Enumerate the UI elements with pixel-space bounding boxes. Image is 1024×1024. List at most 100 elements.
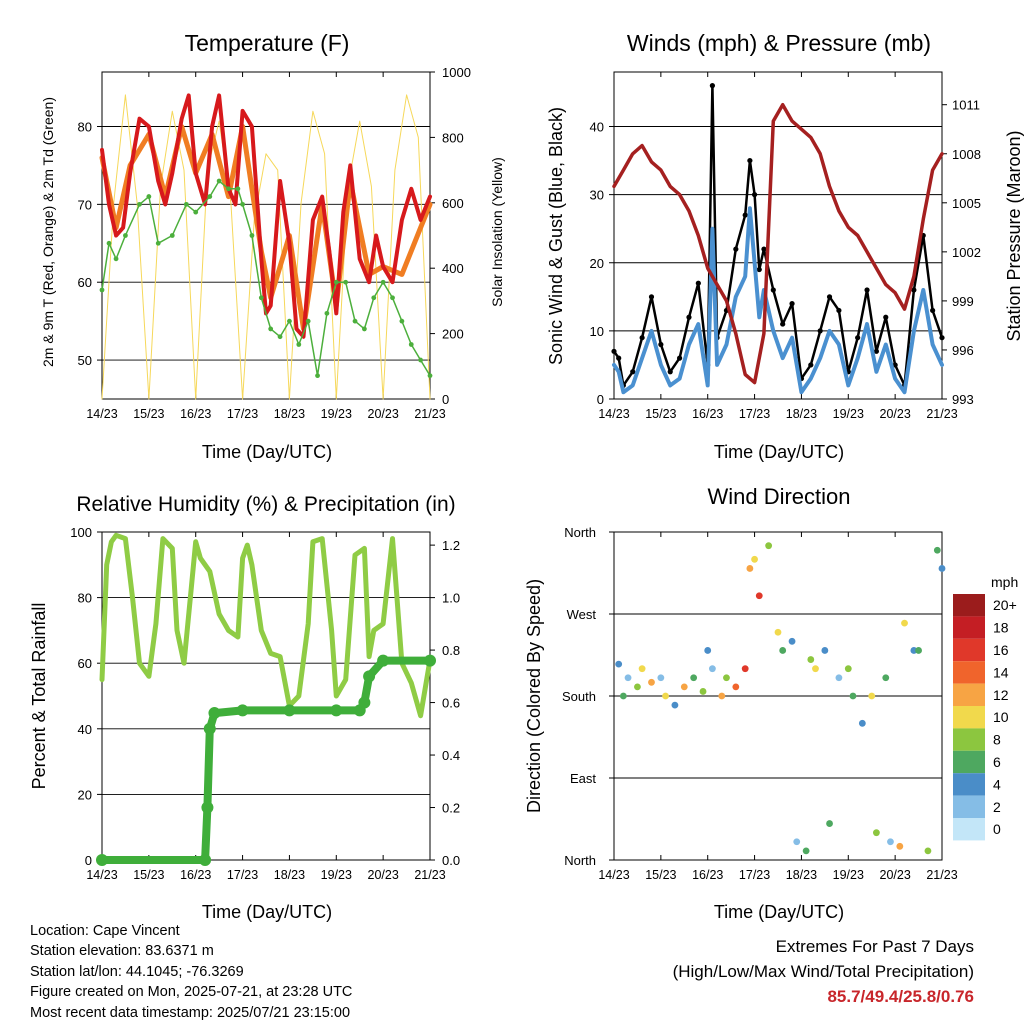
x-tick-label: 19/23 xyxy=(321,407,352,421)
colorbar-swatch xyxy=(953,616,985,639)
colorbar-label: 10 xyxy=(993,709,1009,725)
x-tick-label: 20/23 xyxy=(368,407,399,421)
colorbar-label: 4 xyxy=(993,776,1001,792)
x-tick-label: 14/23 xyxy=(598,407,629,421)
y-tick-label: 40 xyxy=(78,722,92,737)
y2-tick-label: 1000 xyxy=(442,65,471,80)
x-tick-label: 14/23 xyxy=(598,868,629,882)
direction-point xyxy=(793,838,801,846)
precip-point xyxy=(283,704,296,717)
y-tick-label: 80 xyxy=(78,120,92,135)
y-tick-label: 100 xyxy=(70,525,92,540)
winds-xlabel: Time (Day/UTC) xyxy=(714,442,844,462)
direction-point xyxy=(662,692,669,700)
wind-series xyxy=(612,206,944,395)
x-tick-label: 15/23 xyxy=(645,407,676,421)
direction-point xyxy=(746,565,754,572)
direction-point xyxy=(858,719,866,727)
x-tick-label: 20/23 xyxy=(880,868,911,882)
direction-title: Wind Direction xyxy=(707,484,850,509)
winds-panel: Winds (mph) & Pressure (mb) Sonic Wind &… xyxy=(546,30,1024,462)
x-tick-label: 14/23 xyxy=(86,868,117,882)
y2-tick-label: 996 xyxy=(952,343,974,358)
precip-point xyxy=(236,704,249,717)
precip-point xyxy=(363,670,376,683)
y2-tick-label: 1005 xyxy=(952,196,981,211)
x-tick-label: 17/23 xyxy=(739,407,770,421)
colorbar-label: 8 xyxy=(993,732,1001,748)
direction-ylabel-left: Direction (Colored By Speed) xyxy=(524,579,544,813)
plot-frame-1 xyxy=(101,71,431,400)
temperature-panel: Temperature (F) 2m & 9m T (Red, Orange) … xyxy=(40,30,505,462)
y2-tick-label: 0.0 xyxy=(442,853,460,868)
y-tick-label: 70 xyxy=(78,197,92,212)
x-tick-label: 21/23 xyxy=(926,407,957,421)
colorbar-swatch xyxy=(953,750,985,774)
direction-point xyxy=(887,838,894,846)
y2-tick-label: 600 xyxy=(442,196,464,211)
y2-tick-label: 800 xyxy=(442,130,464,145)
x-tick-label: 18/23 xyxy=(274,407,305,421)
y2-tick-label: 0 xyxy=(442,392,449,407)
y-tick-label: 40 xyxy=(590,120,604,135)
y-tick-label: 80 xyxy=(78,591,92,606)
colorbar-label: 18 xyxy=(993,620,1009,636)
direction-point xyxy=(751,555,758,563)
x-tick-label: 20/23 xyxy=(880,407,911,421)
direction-point xyxy=(755,592,763,600)
precip-point xyxy=(424,654,436,667)
y-tick-label: 0 xyxy=(85,853,92,868)
colorbar-label: 12 xyxy=(993,687,1009,703)
direction-point xyxy=(774,628,782,636)
x-tick-label: 16/23 xyxy=(180,868,211,882)
x-tick-label: 21/23 xyxy=(414,407,445,421)
temperature-title: Temperature (F) xyxy=(185,30,350,56)
precip-point xyxy=(358,696,371,709)
precip-point xyxy=(377,654,390,667)
direction-point xyxy=(938,565,946,572)
y-tick-label: North xyxy=(564,853,596,868)
direction-point xyxy=(690,674,698,682)
direction-xlabel: Time (Day/UTC) xyxy=(714,902,844,922)
y2-tick-label: 999 xyxy=(952,294,974,309)
direction-point xyxy=(657,674,665,682)
solar-series xyxy=(101,94,431,400)
extremes-subtitle: (High/Low/Max Wind/Total Precipitation) xyxy=(672,962,974,981)
y-tick-label: 60 xyxy=(78,656,92,671)
temp-2m-series xyxy=(100,93,432,339)
direction-point xyxy=(868,692,876,700)
direction-point xyxy=(709,665,716,673)
direction-point xyxy=(844,665,852,673)
temperature-plot: 14/23 15/23 16/23 17/23 18/23 19/23 20/23 21/23… xyxy=(78,65,471,421)
direction-panel: Wind Direction Direction (Colored By Spe… xyxy=(524,484,1018,922)
station-latlon: Station lat/lon: 44.1045; -76.3269 xyxy=(30,963,244,980)
direction-point xyxy=(648,678,655,686)
extremes-values: 85.7/49.4/25.8/0.76 xyxy=(827,987,974,1006)
direction-point xyxy=(779,647,787,654)
x-tick-label: 17/23 xyxy=(227,868,258,882)
direction-point xyxy=(680,683,688,691)
y2-tick-label: 1.2 xyxy=(442,538,460,553)
winds-title: Winds (mph) & Pressure (mb) xyxy=(627,30,931,56)
plot-frame-2 xyxy=(613,71,943,400)
precip-point xyxy=(203,722,216,735)
x-tick-label: 15/23 xyxy=(133,407,164,421)
colorbar-swatch xyxy=(953,795,985,818)
precip-point xyxy=(201,801,214,814)
x-tick-label: 16/23 xyxy=(692,868,723,882)
y-tick-label: North xyxy=(564,525,596,540)
temperature-ylabel-right: Solar Insolation (Yellow) xyxy=(489,157,505,307)
x-tick-label: 21/23 xyxy=(926,868,957,882)
x-tick-label: 15/23 xyxy=(133,868,164,882)
direction-point xyxy=(849,692,857,700)
y-tick-label: 20 xyxy=(78,787,92,802)
direction-point xyxy=(901,619,908,627)
y-tick-label: 30 xyxy=(590,188,604,203)
x-tick-label: 15/23 xyxy=(645,868,676,882)
winds-plot: 14/23 15/23 16/23 17/23 18/23 19/23 20/23 21/23… xyxy=(590,71,981,421)
direction-point xyxy=(826,820,833,827)
y2-tick-label: 993 xyxy=(952,392,974,407)
y-tick-label: 0 xyxy=(597,392,604,407)
direction-point xyxy=(699,688,707,695)
x-tick-label: 18/23 xyxy=(786,407,817,421)
